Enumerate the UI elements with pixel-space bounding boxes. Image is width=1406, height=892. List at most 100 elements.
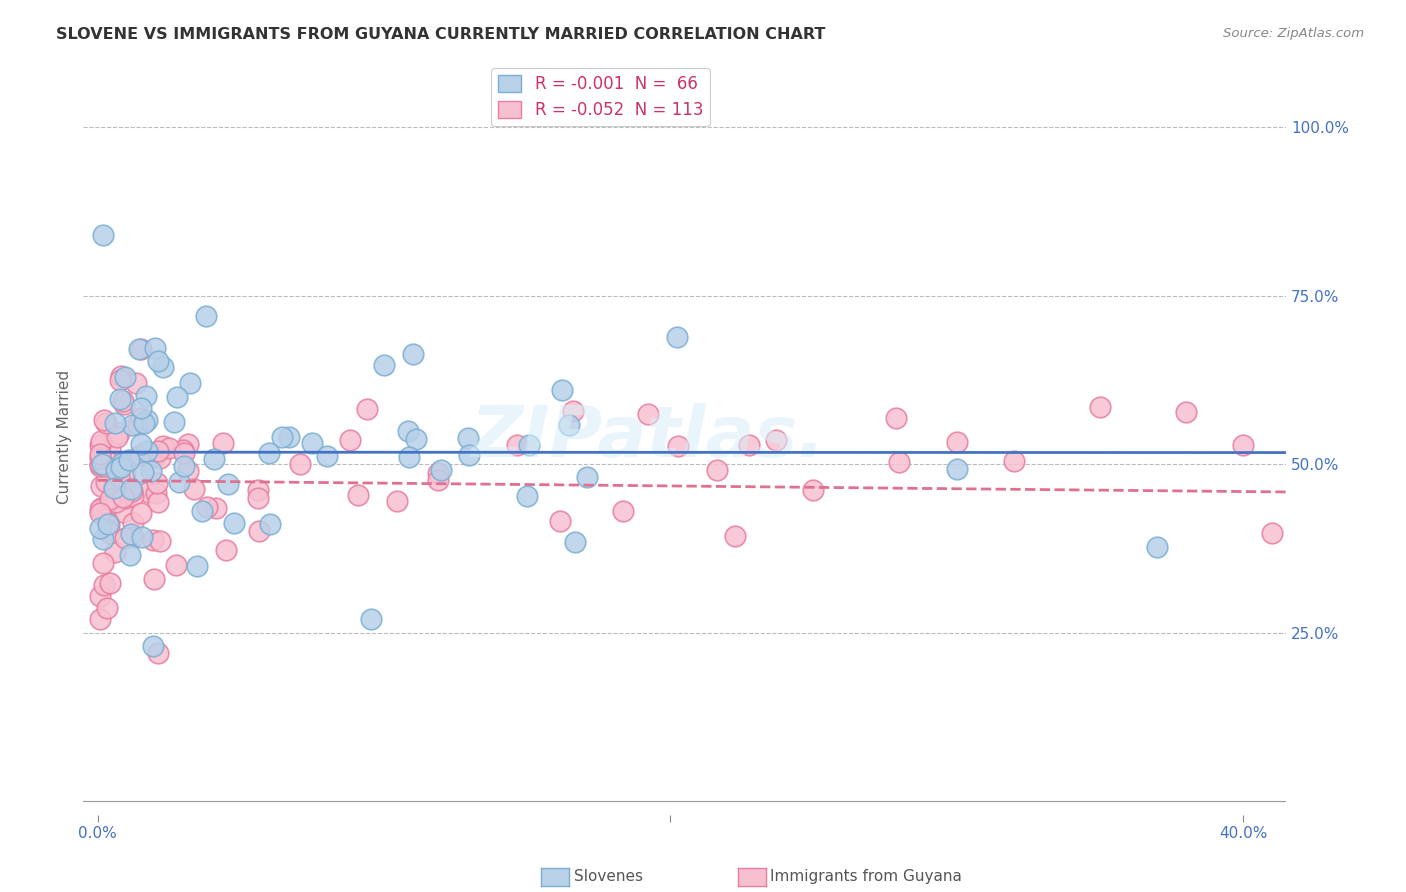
Point xyxy=(90,434,112,448)
Point xyxy=(125,376,148,391)
Point xyxy=(121,417,143,432)
Point xyxy=(122,516,145,530)
Point xyxy=(724,528,747,542)
Point xyxy=(114,397,136,411)
Point xyxy=(177,436,200,450)
Text: ZIPatlas.: ZIPatlas. xyxy=(471,402,825,472)
Point xyxy=(91,533,114,547)
Point xyxy=(173,459,195,474)
Point xyxy=(98,491,121,506)
Point xyxy=(103,483,125,497)
Point xyxy=(139,464,162,478)
Point xyxy=(205,500,228,515)
Point xyxy=(96,600,118,615)
Point xyxy=(131,530,153,544)
Point xyxy=(89,457,111,471)
Point xyxy=(558,418,581,433)
Point xyxy=(121,489,143,503)
Point xyxy=(765,433,787,447)
Point xyxy=(167,475,190,490)
Point xyxy=(127,417,149,431)
Point xyxy=(94,417,117,431)
Point xyxy=(148,451,170,466)
Point xyxy=(104,471,127,485)
Point xyxy=(134,445,156,459)
Point xyxy=(120,527,142,541)
Point xyxy=(93,578,115,592)
Point xyxy=(100,575,122,590)
Point xyxy=(195,500,218,514)
Point xyxy=(457,448,479,462)
Point xyxy=(339,433,361,447)
Text: Source: ZipAtlas.com: Source: ZipAtlas.com xyxy=(1223,27,1364,40)
Point xyxy=(89,502,111,516)
Point xyxy=(142,639,165,653)
Point xyxy=(131,411,153,425)
Point xyxy=(146,495,169,509)
Point xyxy=(665,330,688,344)
Point xyxy=(1146,540,1168,554)
Point xyxy=(612,504,634,518)
Point xyxy=(148,354,170,368)
Point xyxy=(575,470,598,484)
Point xyxy=(517,438,540,452)
Point xyxy=(398,450,420,465)
Point xyxy=(247,524,270,539)
Point xyxy=(143,572,166,586)
Point xyxy=(132,417,155,431)
Point xyxy=(177,465,200,479)
Point xyxy=(172,442,194,457)
Point xyxy=(212,435,235,450)
Point xyxy=(118,452,141,467)
Point xyxy=(114,369,136,384)
Point xyxy=(1232,437,1254,451)
Point xyxy=(89,589,111,603)
Point xyxy=(114,489,136,503)
Point xyxy=(247,483,270,497)
Point xyxy=(564,534,586,549)
Point xyxy=(108,392,131,406)
Point xyxy=(112,394,135,409)
Point xyxy=(94,459,117,474)
Point xyxy=(550,515,572,529)
Point xyxy=(97,516,120,531)
Point xyxy=(120,482,142,496)
Point xyxy=(104,545,127,559)
Point xyxy=(89,450,111,465)
Point xyxy=(104,416,127,430)
Point xyxy=(121,483,143,498)
Point xyxy=(259,446,281,460)
Point xyxy=(884,411,907,425)
Point xyxy=(111,491,134,505)
Point xyxy=(146,444,169,458)
Point xyxy=(457,431,479,445)
Point xyxy=(301,435,323,450)
Point xyxy=(562,404,585,418)
Point xyxy=(803,483,825,497)
Point xyxy=(259,516,281,531)
Point xyxy=(166,391,188,405)
Point xyxy=(121,530,143,544)
Point xyxy=(402,347,425,361)
Point xyxy=(315,449,337,463)
Point xyxy=(387,494,409,508)
Point xyxy=(142,533,165,548)
Point xyxy=(89,447,111,461)
Point xyxy=(173,446,195,460)
Point xyxy=(290,457,312,471)
Point xyxy=(270,430,292,444)
Point xyxy=(114,465,136,479)
Point xyxy=(136,413,159,427)
Point xyxy=(89,612,111,626)
Point xyxy=(93,413,115,427)
Point xyxy=(114,491,136,505)
Point xyxy=(97,523,120,537)
Point xyxy=(146,475,169,490)
Point xyxy=(103,476,125,491)
Point xyxy=(157,441,180,455)
Point xyxy=(706,463,728,477)
Point xyxy=(637,407,659,421)
Point xyxy=(1260,525,1282,540)
Point xyxy=(91,457,114,471)
Point xyxy=(105,429,128,443)
